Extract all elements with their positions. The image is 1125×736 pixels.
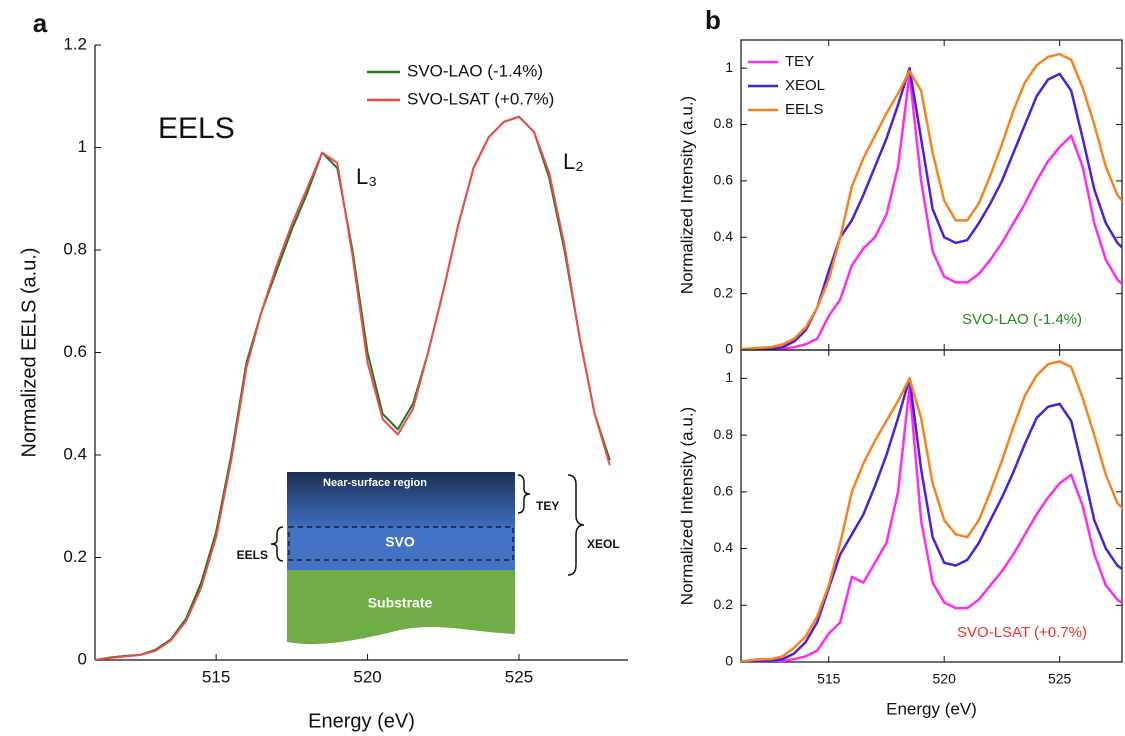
series-line <box>741 385 1122 662</box>
xeol-bracket <box>567 474 585 576</box>
legend-label: XEOL <box>785 77 825 94</box>
series-line <box>741 377 1122 662</box>
surface-layer <box>287 472 515 528</box>
y-tick-label: 0.4 <box>714 228 734 244</box>
y-tick-label: 0 <box>725 341 733 357</box>
layer-label: Near-surface region <box>323 477 427 489</box>
annotation: EELS <box>158 112 235 145</box>
probe-label: XEOL <box>587 537 620 551</box>
x-tick-label: 520 <box>353 667 381 686</box>
y-tick-label: 0.4 <box>714 539 734 555</box>
y-axis-label: Normalized EELS (a.u.) <box>18 247 40 457</box>
y-tick-label: 0.8 <box>714 115 734 131</box>
series-line <box>741 66 1122 350</box>
y-tick-label: 0.6 <box>714 483 734 499</box>
y-tick-label: 0 <box>78 649 87 668</box>
plot-frame <box>740 349 1123 663</box>
y-tick-label: 1 <box>725 59 733 75</box>
series-line <box>95 115 611 660</box>
y-tick-label: 1 <box>725 369 733 385</box>
layer-label: SVO <box>385 534 415 550</box>
legend-label: TEY <box>785 53 814 70</box>
probe-label: TEY <box>536 499 559 513</box>
series-line <box>741 360 1122 662</box>
x-axis-label: Energy (eV) <box>308 710 415 732</box>
y-tick-label: 0.8 <box>63 239 87 258</box>
legend-label: SVO-LSAT (+0.7%) <box>407 89 554 108</box>
y-tick-label: 0 <box>725 653 733 669</box>
y-tick-label: 0.2 <box>714 596 734 612</box>
annotation: L₃ <box>356 164 377 189</box>
x-tick-label: 520 <box>933 671 957 687</box>
eels-box <box>288 526 514 561</box>
y-tick-label: 0.2 <box>714 284 734 300</box>
plot-area <box>741 52 1122 350</box>
series-line <box>741 52 1122 350</box>
y-axis-label: Normalized Intensity (a.u.) <box>677 407 696 605</box>
x-tick-label: 525 <box>1048 671 1072 687</box>
y-tick-label: 0.4 <box>63 444 87 463</box>
y-tick-label: 0.6 <box>63 342 87 361</box>
tey-bracket <box>517 474 531 514</box>
svo-layer <box>287 527 515 571</box>
x-tick-label: 515 <box>202 667 230 686</box>
inset-diagram: Near-surface region SVO Substrate TEY XE… <box>237 472 620 645</box>
x-tick-label: 515 <box>817 671 841 687</box>
x-axis-label: Energy (eV) <box>886 699 977 718</box>
x-tick-label: 525 <box>505 667 533 686</box>
y-tick-label: 0.6 <box>714 172 734 188</box>
legend-label: EELS <box>785 101 823 118</box>
annotation: SVO-LAO (-1.4%) <box>962 311 1082 328</box>
annotation: SVO-LSAT (+0.7%) <box>957 624 1087 641</box>
eels-bracket <box>270 526 284 562</box>
series-line <box>741 72 1122 350</box>
plot-area <box>95 115 611 660</box>
y-tick-label: 0.2 <box>63 547 87 566</box>
y-tick-label: 0.8 <box>714 426 734 442</box>
y-tick-label: 1 <box>78 137 87 156</box>
layer-label: Substrate <box>368 595 433 611</box>
probe-label: EELS <box>237 548 268 562</box>
substrate-layer <box>287 570 515 645</box>
legend-label: SVO-LAO (-1.4%) <box>407 61 543 80</box>
plot-area <box>741 360 1122 662</box>
y-tick-label: 1.2 <box>63 34 87 53</box>
panel-label: b <box>705 5 721 35</box>
y-axis-label: Normalized Intensity (a.u.) <box>677 96 696 294</box>
annotation: L₂ <box>563 149 584 174</box>
panel-label: a <box>33 8 48 38</box>
